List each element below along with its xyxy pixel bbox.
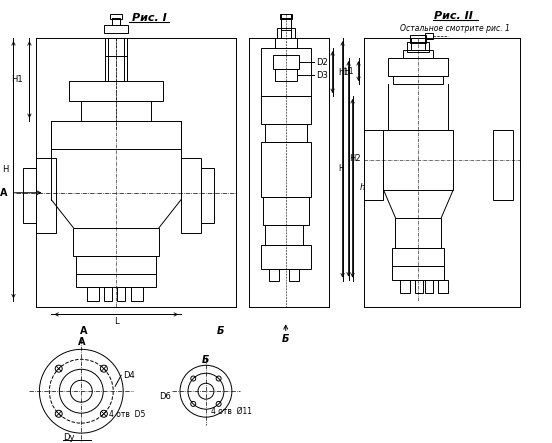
Text: Б: Б — [217, 326, 225, 336]
Bar — [73, 228, 159, 256]
Text: А: А — [79, 326, 87, 336]
Bar — [410, 35, 426, 43]
Text: H1: H1 — [343, 66, 353, 76]
Bar — [426, 33, 433, 39]
Text: Б: Б — [282, 334, 289, 344]
Bar — [263, 197, 309, 225]
Bar — [275, 38, 296, 48]
Bar — [394, 76, 443, 84]
Text: H1: H1 — [11, 74, 23, 84]
Bar — [261, 142, 311, 197]
Bar — [201, 168, 214, 223]
Bar — [36, 158, 56, 233]
Bar — [105, 38, 127, 56]
Bar — [273, 55, 299, 69]
Bar — [404, 50, 433, 58]
Bar — [277, 28, 295, 38]
Bar — [392, 248, 444, 265]
Bar — [104, 288, 112, 301]
Text: Остальное смотрите рис. 1: Остальное смотрите рис. 1 — [400, 24, 510, 33]
Bar — [261, 48, 311, 96]
Bar — [415, 280, 423, 293]
Text: Рис. II: Рис. II — [434, 11, 473, 21]
Bar — [384, 130, 453, 190]
Bar — [105, 56, 127, 81]
Bar — [76, 256, 156, 273]
Bar — [395, 218, 441, 248]
Text: 4 отв  D5: 4 отв D5 — [109, 410, 146, 419]
Bar — [265, 124, 307, 142]
Bar — [87, 288, 99, 301]
Text: A: A — [0, 188, 8, 198]
Bar — [407, 42, 429, 52]
Bar — [261, 96, 311, 124]
Bar — [81, 101, 151, 121]
Bar — [117, 288, 125, 301]
Bar — [131, 288, 143, 301]
Bar — [426, 280, 433, 293]
Bar — [104, 25, 128, 33]
Text: 4 отв  Ø11: 4 отв Ø11 — [211, 407, 252, 416]
Bar — [261, 245, 311, 268]
Text: h1: h1 — [338, 68, 349, 77]
Text: D4: D4 — [123, 371, 135, 380]
Bar — [265, 225, 302, 245]
Bar — [281, 18, 291, 30]
Bar — [289, 268, 299, 280]
Text: h: h — [359, 183, 365, 192]
Bar — [70, 81, 163, 101]
Bar — [493, 130, 513, 200]
Text: А: А — [77, 338, 85, 347]
Bar — [364, 130, 384, 200]
Bar — [23, 168, 36, 223]
Bar — [438, 280, 448, 293]
Bar — [392, 265, 444, 280]
Text: Б: Б — [202, 355, 210, 365]
Bar — [181, 158, 201, 233]
Text: D6: D6 — [159, 392, 171, 401]
Bar — [275, 69, 296, 81]
Text: H: H — [338, 164, 343, 173]
Text: H: H — [2, 165, 8, 174]
Text: Рис. I: Рис. I — [132, 13, 167, 23]
Bar — [110, 14, 122, 19]
Text: H2: H2 — [349, 154, 361, 163]
Bar — [280, 14, 291, 19]
Bar — [51, 121, 181, 149]
Text: D2: D2 — [316, 58, 327, 66]
Bar — [389, 58, 448, 76]
Text: L: L — [114, 317, 119, 326]
Text: D3: D3 — [316, 70, 327, 80]
Bar — [269, 268, 279, 280]
Text: Dy: Dy — [63, 432, 75, 442]
Bar — [76, 273, 156, 288]
Bar — [400, 280, 410, 293]
Bar — [112, 18, 120, 25]
